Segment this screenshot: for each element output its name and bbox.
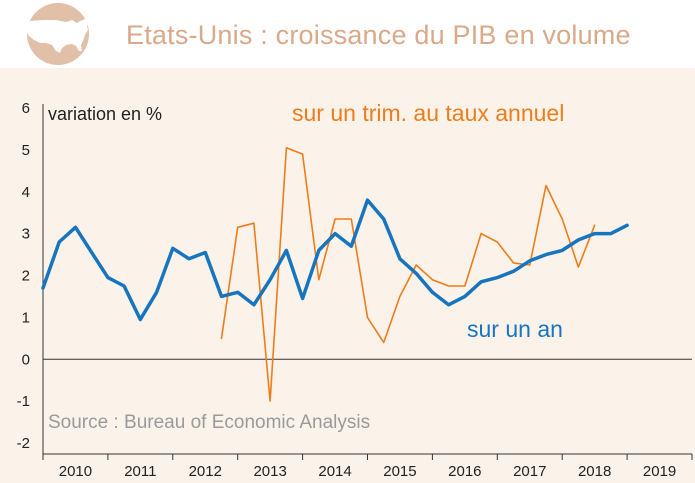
y-axis-label: variation en % <box>48 104 162 124</box>
y-ticks: -2 -1 0 1 2 3 4 5 6 <box>17 100 30 452</box>
x-tick-label: 2018 <box>578 463 611 480</box>
axes <box>42 104 693 460</box>
x-tick-label: 2014 <box>318 463 351 480</box>
y-tick-label: 3 <box>22 226 30 243</box>
x-tick-label: 2010 <box>59 463 92 480</box>
series-layer <box>41 147 629 402</box>
x-labels: 2010 2011 2012 2013 2014 2015 2016 2017 2018 2019 <box>59 463 676 480</box>
y-tick-label: -1 <box>17 393 30 410</box>
x-tick-label: 2017 <box>513 463 546 480</box>
x-tick-label: 2011 <box>124 463 156 480</box>
y-tick-label: 0 <box>22 351 30 368</box>
chart-header: Etats-Unis : croissance du PIB en volume <box>0 0 695 68</box>
chart-area: -2 -1 0 1 2 3 4 5 6 2010 2011 2012 2013 2014 2015 2016… <box>17 100 693 480</box>
source-note: Source : Bureau of Economic Analysis <box>48 412 370 433</box>
y-tick-label: 1 <box>22 309 30 326</box>
x-tick-label: 2013 <box>253 463 286 480</box>
usa-map-icon <box>26 3 92 65</box>
x-tick-label: 2015 <box>383 463 416 480</box>
x-tick-label: 2019 <box>643 463 676 480</box>
series-quarterly-line <box>220 147 596 402</box>
y-tick-label: 5 <box>22 142 30 159</box>
legend-annual-label: sur un an <box>467 316 563 342</box>
y-tick-label: -2 <box>17 435 30 452</box>
y-tick-label: 2 <box>22 268 30 285</box>
x-tick-label: 2016 <box>448 463 481 480</box>
y-tick-label: 4 <box>22 184 30 201</box>
x-tick-label: 2012 <box>189 463 222 480</box>
chart-title: Etats-Unis : croissance du PIB en volume <box>126 20 631 50</box>
y-tick-label: 6 <box>22 100 30 117</box>
legend-quarterly-label: sur un trim. au taux annuel <box>292 100 564 126</box>
